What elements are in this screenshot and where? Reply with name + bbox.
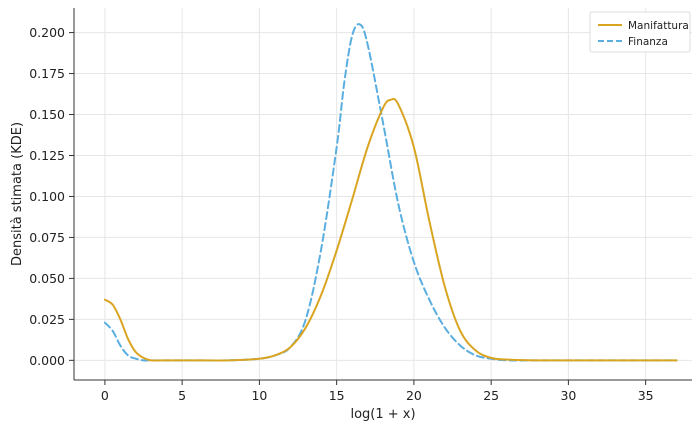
x-tick-label: 0 <box>101 388 109 403</box>
x-tick-label: 25 <box>483 388 499 403</box>
x-tick-label: 15 <box>329 388 345 403</box>
x-tick-label: 10 <box>251 388 267 403</box>
y-tick-label: 0.075 <box>29 230 65 245</box>
y-tick-label: 0.175 <box>29 66 65 81</box>
series-line-manifattura <box>103 97 678 362</box>
y-tick-label: 0.200 <box>29 25 65 40</box>
legend-label-finanza: Finanza <box>628 36 668 48</box>
legend-box <box>589 11 691 53</box>
grid <box>74 8 692 380</box>
y-tick-label: 0.125 <box>29 148 65 163</box>
y-tick-label: 0.000 <box>29 353 65 368</box>
tick-labels: 0 5 10 15 20 25 30 35 0.000 0.025 0.050 0.075 0.100 0… <box>29 25 653 403</box>
series-lines <box>103 23 678 362</box>
y-tick-label: 0.100 <box>29 189 65 204</box>
y-tick-label: 0.150 <box>29 107 65 122</box>
x-tick-label: 35 <box>638 388 654 403</box>
y-tick-label: 0.025 <box>29 312 65 327</box>
x-tick-label: 20 <box>406 388 422 403</box>
x-tick-label: 5 <box>178 388 186 403</box>
legend: Manifattura Finanza <box>589 11 691 53</box>
axes <box>73 8 692 381</box>
legend-label-manifattura: Manifattura <box>628 20 689 32</box>
x-axis-label: log(1 + x) <box>350 407 415 422</box>
x-tick-label: 30 <box>560 388 576 403</box>
y-tick-label: 0.050 <box>29 271 65 286</box>
y-axis-label: Densità stimata (KDE) <box>10 122 25 266</box>
series-line-finanza <box>103 23 678 362</box>
